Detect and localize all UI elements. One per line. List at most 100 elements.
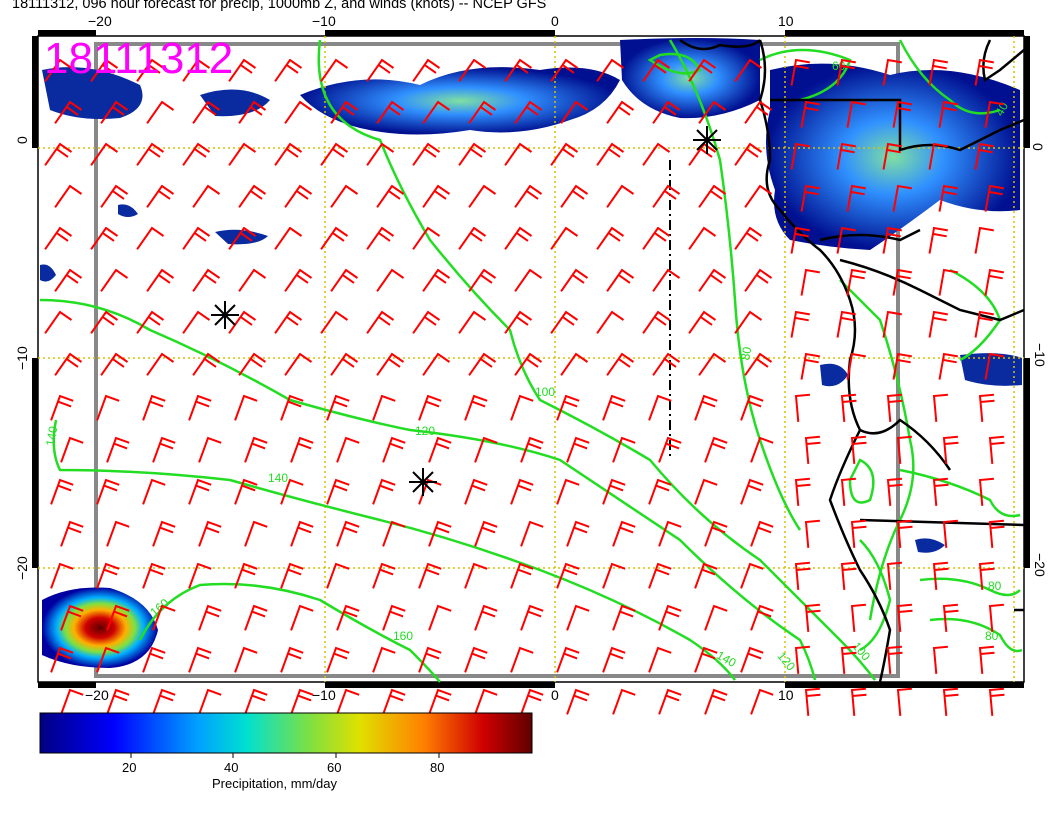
coastlines [679,38,1025,683]
wind-barb [192,352,221,376]
wind-barb [60,436,84,463]
wind-barb [336,520,360,547]
wind-barb [280,562,304,589]
wind-barb [238,268,267,292]
wind-barb [44,58,73,82]
wind-barb [244,520,268,547]
colorbar-tick: 60 [327,760,342,775]
wind-barb [928,142,948,170]
wind-barb [474,520,498,547]
wind-barb [520,520,544,547]
wind-barb [320,142,349,166]
wind-barb [60,688,84,715]
wind-barb [106,520,130,547]
wind-barb [320,58,349,82]
wind-barb [642,58,671,82]
wind-barb [474,436,498,463]
wind-barb [188,646,212,673]
colorbar [39,712,533,754]
precip-spot-b [118,204,138,217]
wind-barb [886,477,903,506]
wind-barb [896,435,912,464]
wind-barb [882,310,902,338]
wind-barb [152,520,176,547]
wind-barb [928,310,948,338]
wind-barb [96,562,120,589]
wind-barb [290,436,314,463]
wind-barb [550,58,579,82]
height-contours [39,39,1023,683]
wind-barb [984,100,1004,128]
wind-barb [504,310,533,334]
wind-barb [244,604,268,631]
wind-barb [106,688,130,715]
wind-barb [560,184,589,208]
wind-barb [468,352,497,376]
wind-barb [846,184,866,212]
wind-barb [280,394,304,421]
wind-barb [376,352,405,376]
wind-barb [284,184,313,208]
wind-barb [942,519,958,548]
wind-barb [320,310,349,334]
wind-barb [932,393,948,422]
wind-barb [892,352,912,380]
wind-barb [382,604,406,631]
wind-barb [896,519,913,548]
wind-barb [96,478,120,505]
lat-tick-right: −20 [1032,553,1048,577]
contour-label: 100 [535,385,555,399]
contour-label: 80 [738,345,754,361]
wind-barb [152,604,176,631]
wind-barb [44,310,73,334]
wind-barb [54,100,83,124]
wind-barb [244,436,268,463]
wind-barb [896,603,913,632]
wind-barb [550,310,579,334]
wind-barb [800,184,820,212]
wind-barb [804,435,821,464]
wind-barb [274,310,303,334]
wind-barb [54,352,83,376]
wind-barb [510,562,534,589]
wind-barb [198,688,222,715]
lon-tick-bottom: 0 [551,687,559,703]
wind-barb [418,394,442,421]
wind-barb [182,310,211,334]
wind-barb [938,268,958,296]
wind-barb [192,184,221,208]
wind-barb [658,520,682,547]
wind-barb [376,100,405,124]
wind-barb [556,562,580,589]
wind-barb [458,226,487,250]
wind-barb [192,100,221,124]
wind-barb [50,478,74,505]
lon-tick-top: −10 [312,13,336,29]
star-marker [211,301,239,329]
wind-barb [146,268,175,292]
wind-barb [100,268,129,292]
wind-barb [418,646,442,673]
wind-barb [336,436,360,463]
wind-barb [984,184,1004,212]
wind-barb [146,184,175,208]
wind-barb [54,268,83,292]
wind-barb [556,646,580,673]
wind-barb [326,562,350,589]
wind-barb [146,100,175,124]
wind-barb [984,352,1004,380]
wind-barb [238,352,267,376]
wind-barb [942,435,959,464]
wind-barb [136,310,165,334]
wind-barb [882,226,902,254]
contour-label: 140 [268,471,288,485]
wind-barb [938,100,958,128]
wind-barb [606,100,635,124]
wind-barb [932,645,948,674]
wind-barb [688,226,717,250]
wind-barb [596,226,625,250]
wind-barb [372,478,396,505]
wind-barb [698,268,727,292]
wind-barb [740,646,764,673]
wind-barb [90,226,119,250]
